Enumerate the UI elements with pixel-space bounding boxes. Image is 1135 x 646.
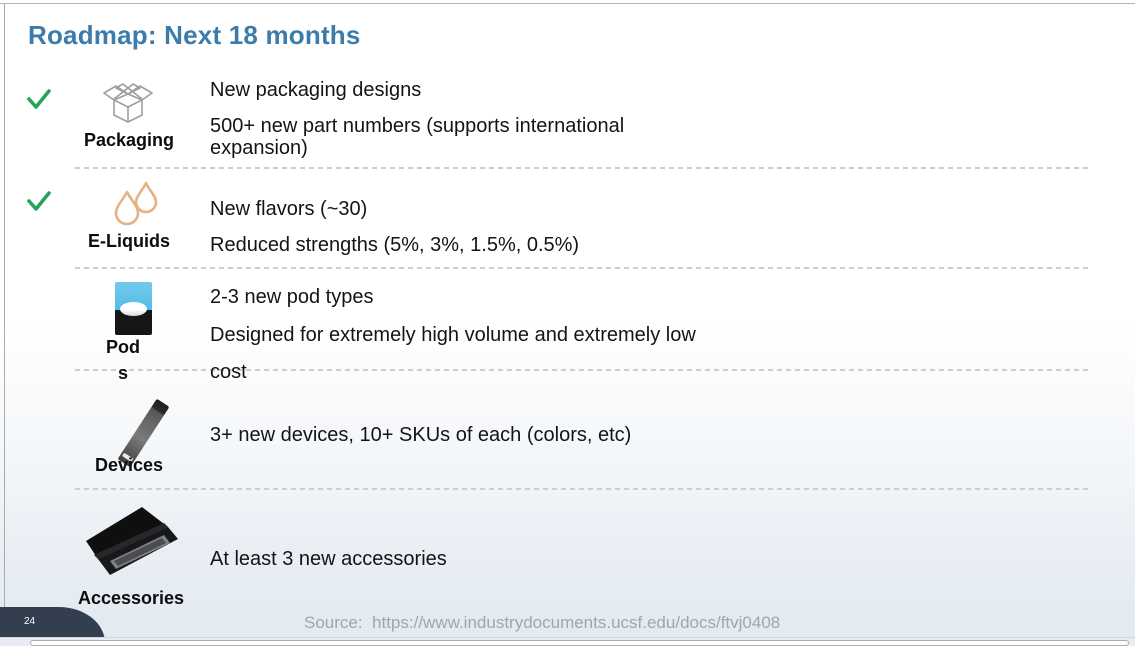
- device-icon: [117, 398, 170, 468]
- check-icon: [27, 89, 51, 109]
- row-separator: [75, 369, 1092, 371]
- row-separator: [75, 488, 1092, 490]
- slide-border-left: [4, 3, 5, 637]
- open-box-icon: [103, 83, 153, 123]
- bullet-line: expansion): [210, 137, 308, 159]
- bullet-line: At least 3 new accessories: [210, 548, 447, 570]
- pod-icon: [115, 282, 152, 335]
- row-separator: [75, 167, 1092, 169]
- slide-title: Roadmap: Next 18 months: [28, 20, 361, 50]
- bullet-line: 2-3 new pod types: [210, 286, 374, 308]
- row-label-packaging: Packaging: [83, 130, 175, 150]
- bullet-line: Reduced strengths (5%, 3%, 1.5%, 0.5%): [210, 234, 580, 256]
- slide-border-top: [0, 3, 1135, 4]
- bullet-line: New flavors (~30): [210, 198, 368, 220]
- bullet-line: New packaging designs: [210, 79, 422, 101]
- page-number: 24: [24, 616, 36, 627]
- bullet-line: 500+ new part numbers (supports internat…: [210, 115, 625, 137]
- row-label-devices: Devices: [94, 455, 164, 475]
- row-label-pods: Pods: [106, 337, 140, 383]
- row-label-accessories: Accessories: [77, 588, 185, 608]
- bullet-line: cost: [210, 361, 247, 383]
- bullet-line: Designed for extremely high volume and e…: [210, 324, 696, 346]
- droplets-icon: [114, 181, 158, 226]
- case-icon: [86, 507, 178, 575]
- row-label-e-liquids: E-Liquids: [88, 231, 170, 251]
- check-icon: [27, 191, 51, 211]
- bullet-line: 3+ new devices, 10+ SKUs of each (colors…: [210, 424, 632, 446]
- scrollbar-thumb[interactable]: [30, 640, 1129, 646]
- row-separator: [75, 267, 1092, 269]
- source-line: Source: https://www.industrydocuments.uc…: [304, 613, 781, 632]
